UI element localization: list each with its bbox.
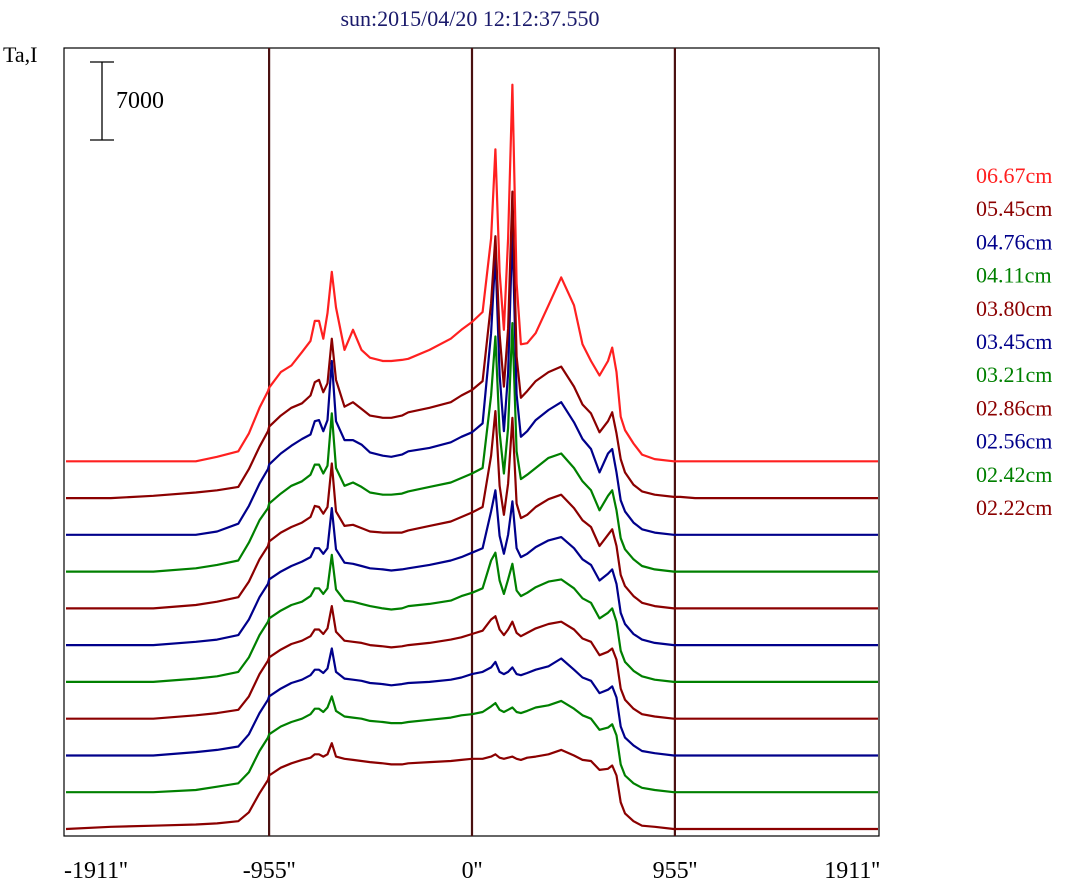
legend-item: 03.45cm <box>976 329 1052 354</box>
legend: 06.67cm 05.45cm 04.76cm 04.11cm 03.80cm 03.45… <box>976 163 1052 520</box>
series-line-02.86cm <box>66 604 878 720</box>
legend-item: 02.56cm <box>976 429 1052 454</box>
legend-item: 04.76cm <box>976 229 1052 254</box>
x-tick-label: -955'' <box>243 858 296 884</box>
series-line-02.22cm <box>65 742 878 831</box>
series-layer <box>65 83 878 831</box>
series-line-04.11cm <box>66 322 878 573</box>
series-line-04.76cm <box>66 227 878 536</box>
legend-item: 02.86cm <box>976 395 1052 420</box>
legend-item: 03.21cm <box>976 362 1052 387</box>
x-tick-label: 955'' <box>653 858 698 884</box>
legend-item: 03.80cm <box>976 296 1052 321</box>
series-line-03.80cm <box>66 410 878 610</box>
x-tick-label: -1911'' <box>64 858 128 884</box>
series-line-03.45cm <box>66 489 878 647</box>
x-tick-label: 0'' <box>462 858 483 884</box>
scale-bar <box>90 61 114 141</box>
series-line-02.56cm <box>66 647 878 757</box>
legend-item: 02.42cm <box>976 462 1052 487</box>
series-line-03.21cm <box>66 551 878 684</box>
legend-item: 04.11cm <box>976 263 1052 288</box>
legend-item: 05.45cm <box>976 196 1052 221</box>
chart-title: sun:2015/04/20 12:12:37.550 <box>340 6 599 31</box>
x-tick-labels: -1911'' -955'' 0'' 955'' 1911'' <box>64 858 880 884</box>
legend-item: 02.22cm <box>976 495 1052 520</box>
scale-bar-label: 7000 <box>116 88 164 114</box>
vertical-reference-lines <box>268 48 676 836</box>
series-line-02.42cm <box>66 695 878 794</box>
legend-item: 06.67cm <box>976 163 1052 188</box>
x-tick-label: 1911'' <box>824 858 880 884</box>
series-line-05.45cm <box>66 190 878 500</box>
series-line-06.67cm <box>66 83 878 463</box>
y-axis-label: Ta,I <box>3 42 38 67</box>
